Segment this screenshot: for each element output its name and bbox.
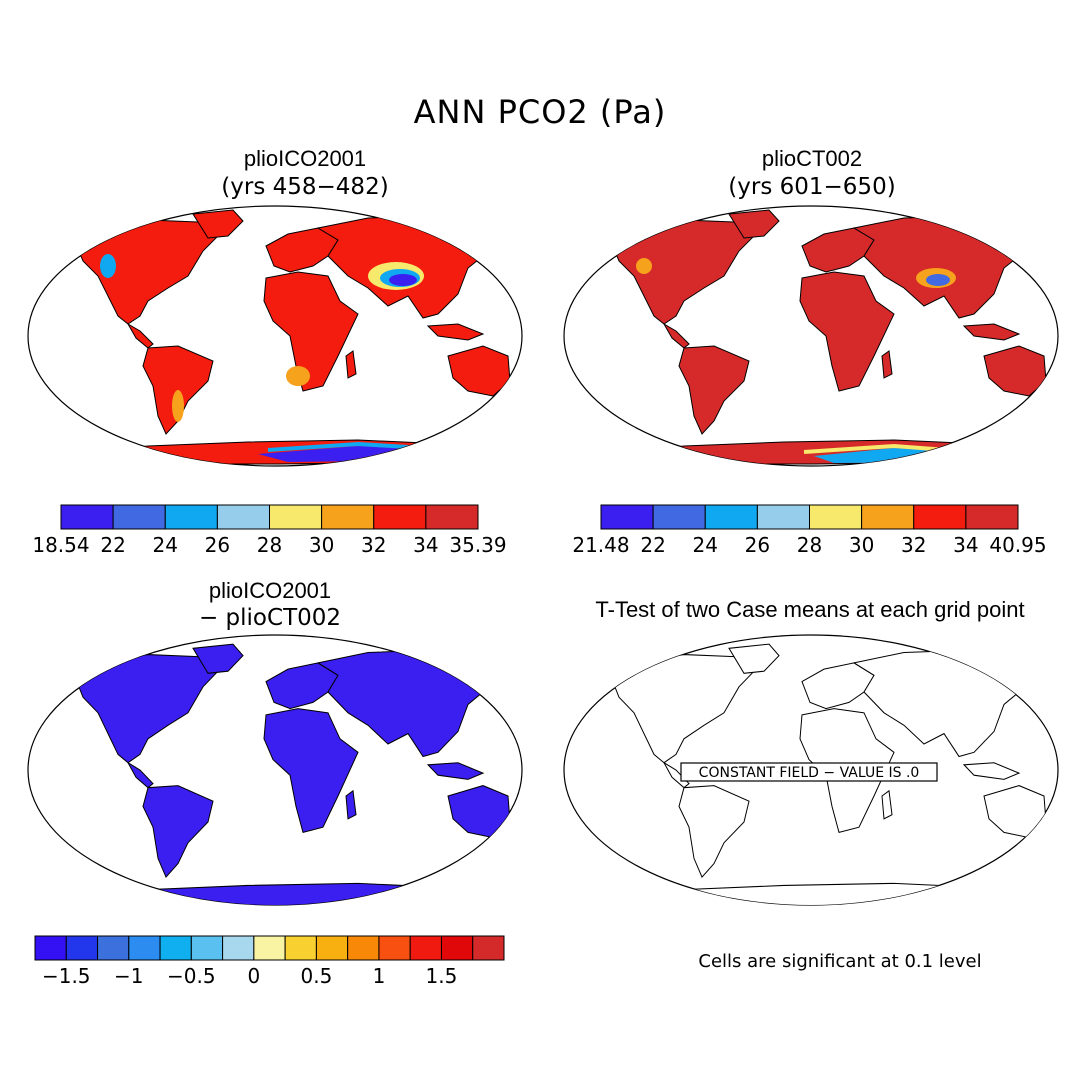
- colorbar-swatch: [253, 935, 286, 961]
- colorbar-swatch: [472, 935, 505, 961]
- colorbar-tick-label: 28: [797, 533, 822, 557]
- colorbar-tick-label: 34: [413, 533, 438, 557]
- colorbar-swatch: [409, 935, 442, 961]
- colorbar-1: 18.54 22 24 26 28 30 32 34 35.39: [32, 504, 507, 557]
- colorbar-tick-label: 30: [309, 533, 334, 557]
- panel2-map: [563, 205, 1059, 467]
- panel3-map: [27, 634, 523, 906]
- colorbar-tick-label: 1.5: [426, 964, 458, 988]
- colorbar-swatch: [284, 935, 317, 961]
- colorbar-tick-label: 22: [100, 533, 125, 557]
- colorbar-swatch: [321, 504, 375, 530]
- significance-note: Cells are significant at 0.1 level: [698, 951, 982, 972]
- colorbar-tick-label: 24: [153, 533, 178, 557]
- colorbar-tick-label: 1: [373, 964, 386, 988]
- colorbar-swatch: [965, 504, 1019, 530]
- colorbar-tick-label: 21.48: [572, 533, 629, 557]
- colorbar-tick-label: 35.39: [449, 533, 506, 557]
- colorbar-tick-label: 18.54: [32, 533, 89, 557]
- colorbar-tick-label: 30: [849, 533, 874, 557]
- colorbar-swatch: [861, 504, 915, 530]
- colorbar-swatch: [704, 504, 758, 530]
- colorbar-swatch: [425, 504, 479, 530]
- colorbar-2: 21.48 22 24 26 28 30 32 34 40.95: [572, 504, 1047, 557]
- colorbar-tick-label: 32: [901, 533, 926, 557]
- colorbar-tick-label: 26: [205, 533, 230, 557]
- figure-title: ANN PCO2 (Pa): [413, 93, 667, 131]
- constant-field-label: CONSTANT FIELD − VALUE IS .0: [699, 765, 920, 781]
- panel1-map: [27, 205, 523, 467]
- colorbar-tick-label: −1: [114, 964, 143, 988]
- colorbar-swatch: [440, 935, 474, 961]
- colorbar-swatch: [373, 504, 427, 530]
- panel1-title: plioICO2001: [243, 146, 367, 171]
- colorbar-swatch: [315, 935, 349, 961]
- colorbar-3: −1.5 −1 −0.5 0 0.5 1 1.5: [34, 935, 505, 988]
- colorbar-swatch: [34, 935, 67, 961]
- colorbar-swatch: [600, 504, 654, 530]
- colorbar-tick-label: 40.95: [989, 533, 1046, 557]
- panel3-title: plioICO2001: [208, 578, 332, 603]
- constant-field-box: [680, 762, 938, 782]
- colorbar-swatch: [216, 504, 270, 530]
- colorbar-tick-label: 26: [745, 533, 770, 557]
- colorbar-tick-label: −0.5: [167, 964, 216, 988]
- panel4-title: T-Test of two Case means at each grid po…: [595, 597, 1025, 622]
- colorbar-swatch: [222, 935, 255, 961]
- colorbar-swatch: [652, 504, 706, 530]
- colorbar-tick-label: 32: [361, 533, 386, 557]
- colorbar-swatch: [378, 935, 411, 961]
- colorbar-swatch: [756, 504, 810, 530]
- colorbar-tick-label: −1.5: [42, 964, 91, 988]
- colorbar-swatch: [60, 504, 114, 530]
- colorbar-swatch: [159, 935, 192, 961]
- colorbar-swatch: [128, 935, 161, 961]
- colorbar-tick-label: 34: [953, 533, 978, 557]
- panel4-map: CONSTANT FIELD − VALUE IS .0: [563, 634, 1059, 906]
- colorbar-tick-label: 0.5: [300, 964, 332, 988]
- colorbar-swatch: [809, 504, 863, 530]
- colorbar-swatch: [65, 935, 99, 961]
- colorbar-tick-label: 0: [247, 964, 260, 988]
- colorbar-tick-label: 28: [257, 533, 282, 557]
- colorbar-swatch: [112, 504, 166, 530]
- panel2-subtitle: (yrs 601−650): [728, 174, 896, 200]
- colorbar-swatch: [190, 935, 224, 961]
- panel2-title: plioCT002: [761, 146, 863, 171]
- colorbar-swatch: [164, 504, 218, 530]
- colorbar-tick-label: 24: [693, 533, 718, 557]
- colorbar-swatch: [913, 504, 967, 530]
- colorbar-tick-label: 22: [640, 533, 665, 557]
- colorbar-swatch: [97, 935, 130, 961]
- panel1-subtitle: (yrs 458−482): [221, 174, 389, 200]
- colorbar-swatch: [269, 504, 323, 530]
- panel3-subtitle: − plioCT002: [198, 605, 342, 631]
- colorbar-swatch: [347, 935, 380, 961]
